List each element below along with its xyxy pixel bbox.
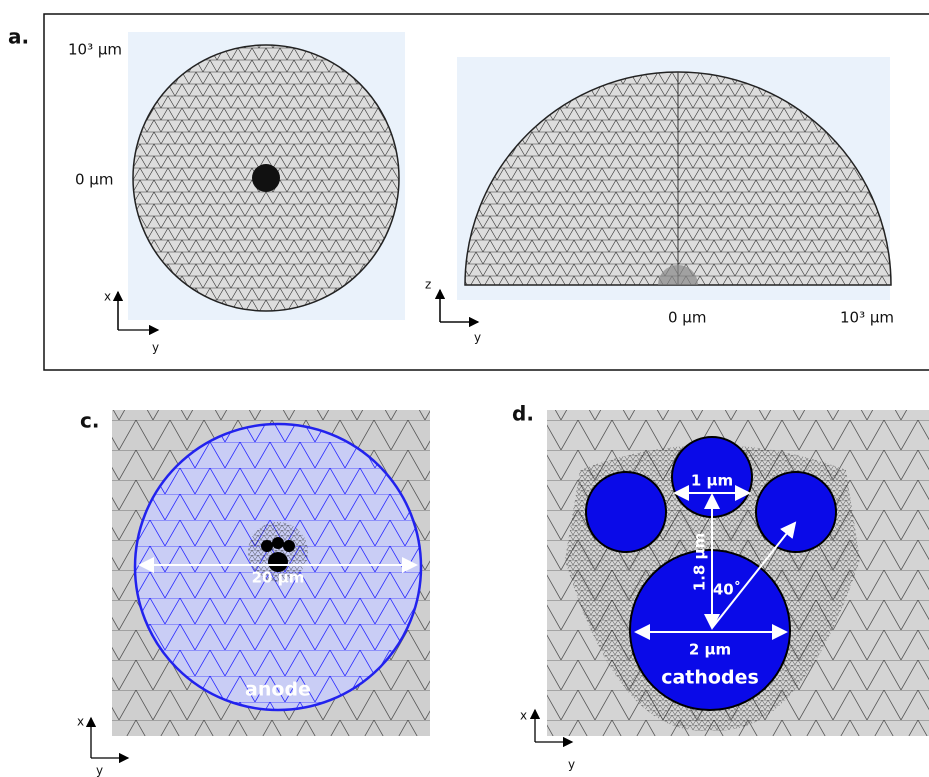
scale-label: 10³ μm [840, 309, 894, 327]
scale-label: 0 μm [75, 171, 113, 189]
cathode [283, 540, 295, 552]
region-label: anode [245, 679, 311, 701]
mesh-center [252, 164, 280, 192]
axis-label: y [474, 331, 481, 345]
axis-label: x [104, 290, 111, 304]
panel-label: d. [512, 402, 534, 426]
axis-label: y [96, 764, 103, 777]
axis-label: z [425, 278, 431, 292]
cathode [261, 540, 273, 552]
scale-label: 0 μm [668, 309, 706, 327]
dimension-arrow [711, 521, 797, 629]
dimension-label: 1 μm [691, 472, 733, 490]
cathode [755, 471, 837, 553]
axis-label: y [568, 758, 575, 772]
angle-label: 40˚ [713, 581, 741, 599]
panel-frame [43, 13, 929, 371]
cathode [272, 537, 284, 549]
dimension-label: 20 μm [252, 569, 305, 587]
dimension-label: 2 μm [689, 641, 731, 659]
mesh-center [658, 265, 698, 285]
panel-label: c. [80, 409, 99, 433]
dimension-label: 1.8 μm [691, 533, 709, 591]
axis-label: x [77, 715, 84, 729]
axis-label: y [152, 341, 159, 355]
panel-label: a. [8, 25, 29, 49]
axis-label: x [520, 709, 527, 723]
scale-label: 10³ μm [68, 41, 122, 59]
cathode [585, 471, 667, 553]
region-label: cathodes [661, 667, 759, 689]
